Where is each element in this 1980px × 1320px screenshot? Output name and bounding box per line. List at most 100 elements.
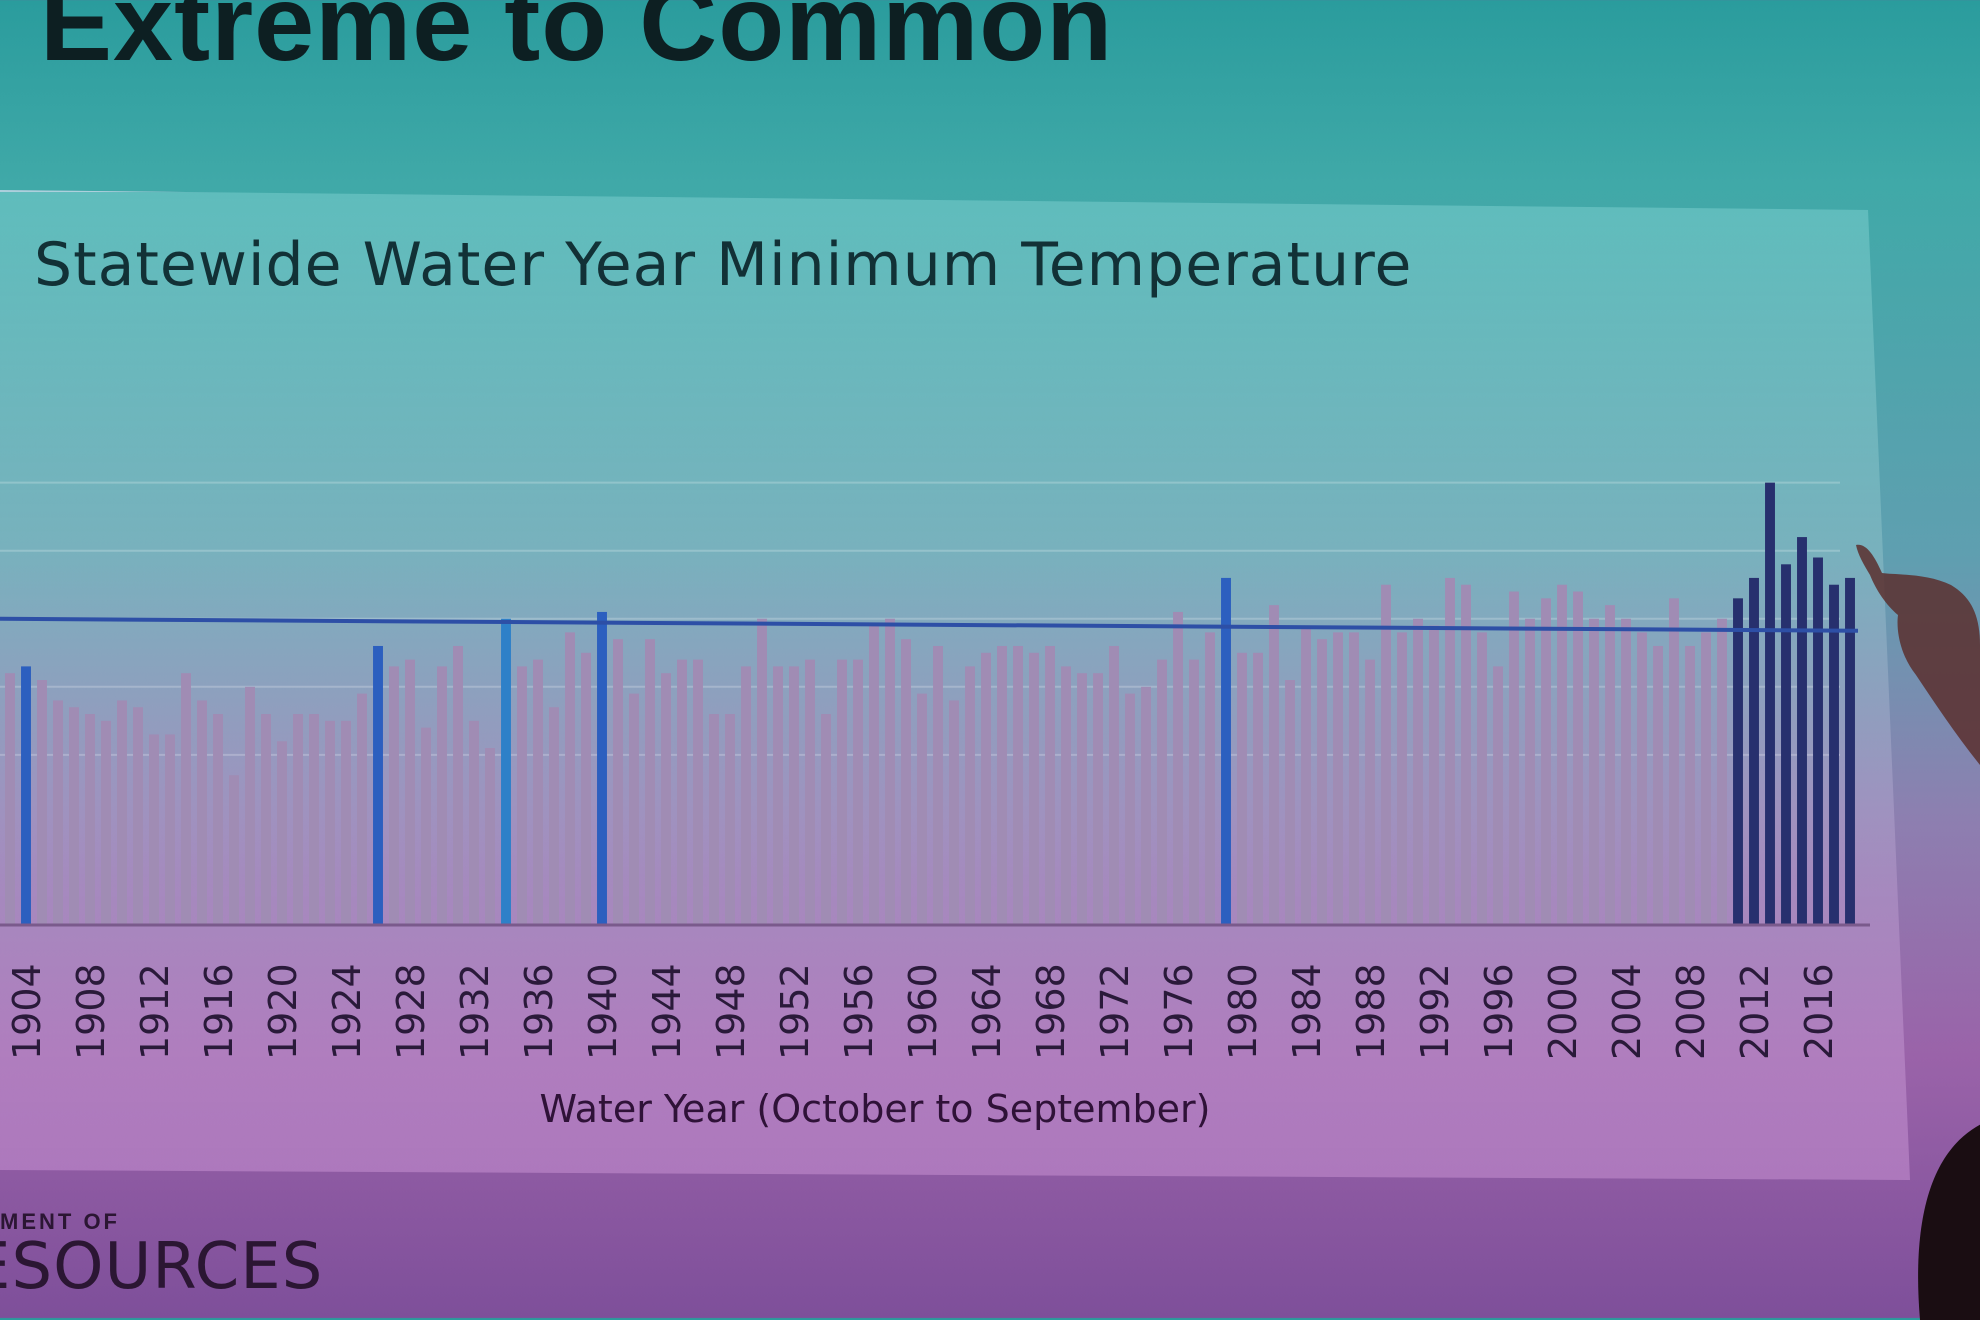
bar-1965 (997, 645, 1007, 925)
bar-1979 (1221, 577, 1231, 925)
bar-1956 (853, 659, 863, 925)
x-tick-label: 1980 (1221, 963, 1265, 1060)
x-tick-label: 2004 (1605, 963, 1649, 1060)
bar-1967 (1029, 652, 1039, 925)
bar-1987 (1349, 632, 1359, 925)
x-tick-label: 1988 (1349, 963, 1393, 1060)
x-tick-label: 1940 (581, 963, 625, 1060)
bar-1904 (21, 666, 31, 925)
bar-2006 (1653, 645, 1663, 925)
x-tick-label: 1932 (453, 963, 497, 1060)
bar-1990 (1397, 632, 1407, 925)
shadow-shape (1918, 1124, 1980, 1320)
bar-1950 (757, 618, 767, 925)
bar-2000 (1557, 584, 1567, 925)
bar-1976 (1173, 611, 1183, 925)
bar-1986 (1333, 632, 1343, 925)
bar-1994 (1461, 584, 1471, 925)
bar-1912 (149, 734, 159, 925)
bar-2009 (1701, 632, 1711, 925)
x-tick-label: 1992 (1413, 963, 1457, 1060)
bar-1931 (453, 645, 463, 925)
bar-2010 (1717, 618, 1727, 925)
bar-1959 (901, 639, 911, 925)
bar-1924 (341, 720, 351, 925)
bar-2012 (1749, 577, 1759, 925)
bar-1948 (725, 714, 735, 925)
bar-1919 (261, 714, 271, 925)
bar-1909 (101, 720, 111, 925)
bar-1934 (501, 618, 511, 925)
bar-1929 (421, 727, 431, 925)
bar-1915 (197, 700, 207, 925)
bar-1989 (1381, 584, 1391, 925)
bar-1981 (1253, 652, 1263, 925)
bar-1984 (1301, 625, 1311, 925)
bar-2007 (1669, 598, 1679, 925)
bar-1962 (949, 700, 959, 925)
bar-1969 (1061, 666, 1071, 925)
bar-1905 (37, 680, 47, 925)
x-tick-label: 1984 (1285, 963, 1329, 1060)
bar-1936 (533, 659, 543, 925)
bar-1917 (229, 775, 239, 925)
bar-1942 (629, 693, 639, 925)
bar-1910 (117, 700, 127, 925)
bar-1953 (805, 659, 815, 925)
x-tick-label: 1972 (1093, 963, 1137, 1060)
slide-title: Extreme to Common (40, 0, 1114, 83)
pointing-hand-icon (1856, 544, 1980, 765)
bar-1907 (69, 707, 79, 925)
department-logo: MENT OF ESOURCES (0, 1175, 360, 1315)
x-tick-label: 1996 (1477, 963, 1521, 1060)
bar-1971 (1093, 673, 1103, 925)
bar-1941 (613, 639, 623, 925)
bar-1925 (357, 693, 367, 925)
bar-1945 (677, 659, 687, 925)
bar-1973 (1125, 693, 1135, 925)
bar-1998 (1525, 618, 1535, 925)
bar-1914 (181, 673, 191, 925)
bar-2016 (1813, 557, 1823, 925)
bar-1960 (917, 693, 927, 925)
x-tick-label: 2012 (1733, 963, 1777, 1060)
bar-1922 (309, 714, 319, 925)
bar-2005 (1637, 632, 1647, 925)
bar-1935 (517, 666, 527, 925)
x-axis-label: Water Year (October to September) (539, 1087, 1210, 1131)
bar-1940 (597, 611, 607, 925)
x-tick-label: 1948 (709, 963, 753, 1060)
bar-1954 (821, 714, 831, 925)
bar-1985 (1317, 639, 1327, 925)
bar-1997 (1509, 591, 1519, 925)
bar-1918 (245, 686, 255, 925)
bar-1992 (1429, 625, 1439, 925)
bar-1966 (1013, 645, 1023, 925)
logo-top-text: MENT OF (0, 1209, 120, 1234)
x-tick-label: 1944 (645, 963, 689, 1060)
chart-title: Statewide Water Year Minimum Temperature (34, 230, 1413, 300)
x-tick-label: 1908 (69, 963, 113, 1060)
x-tick-label: 1924 (325, 963, 369, 1060)
bar-1913 (165, 734, 175, 925)
bar-1947 (709, 714, 719, 925)
bar-1983 (1285, 680, 1295, 925)
logo-bottom-text: ESOURCES (0, 1230, 324, 1304)
bar-1949 (741, 666, 751, 925)
bar-1952 (789, 666, 799, 925)
bar-1996 (1493, 666, 1503, 925)
bar-1916 (213, 714, 223, 925)
bar-1943 (645, 639, 655, 925)
x-tick-label: 1976 (1157, 963, 1201, 1060)
bar-2015 (1797, 537, 1807, 925)
bar-2002 (1589, 618, 1599, 925)
x-tick-label: 2008 (1669, 963, 1713, 1060)
bar-1963 (965, 666, 975, 925)
x-tick-label: 1960 (901, 963, 945, 1060)
x-tick-label: 1964 (965, 963, 1009, 1060)
bar-1932 (469, 720, 479, 925)
x-tick-label: 2016 (1797, 963, 1841, 1060)
bar-1988 (1365, 659, 1375, 925)
bar-1955 (837, 659, 847, 925)
bar-1961 (933, 645, 943, 925)
